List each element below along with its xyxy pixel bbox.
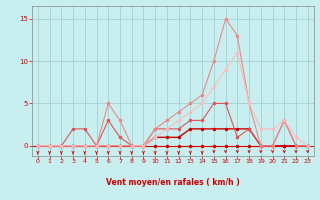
X-axis label: Vent moyen/en rafales ( km/h ): Vent moyen/en rafales ( km/h ) <box>106 178 240 187</box>
